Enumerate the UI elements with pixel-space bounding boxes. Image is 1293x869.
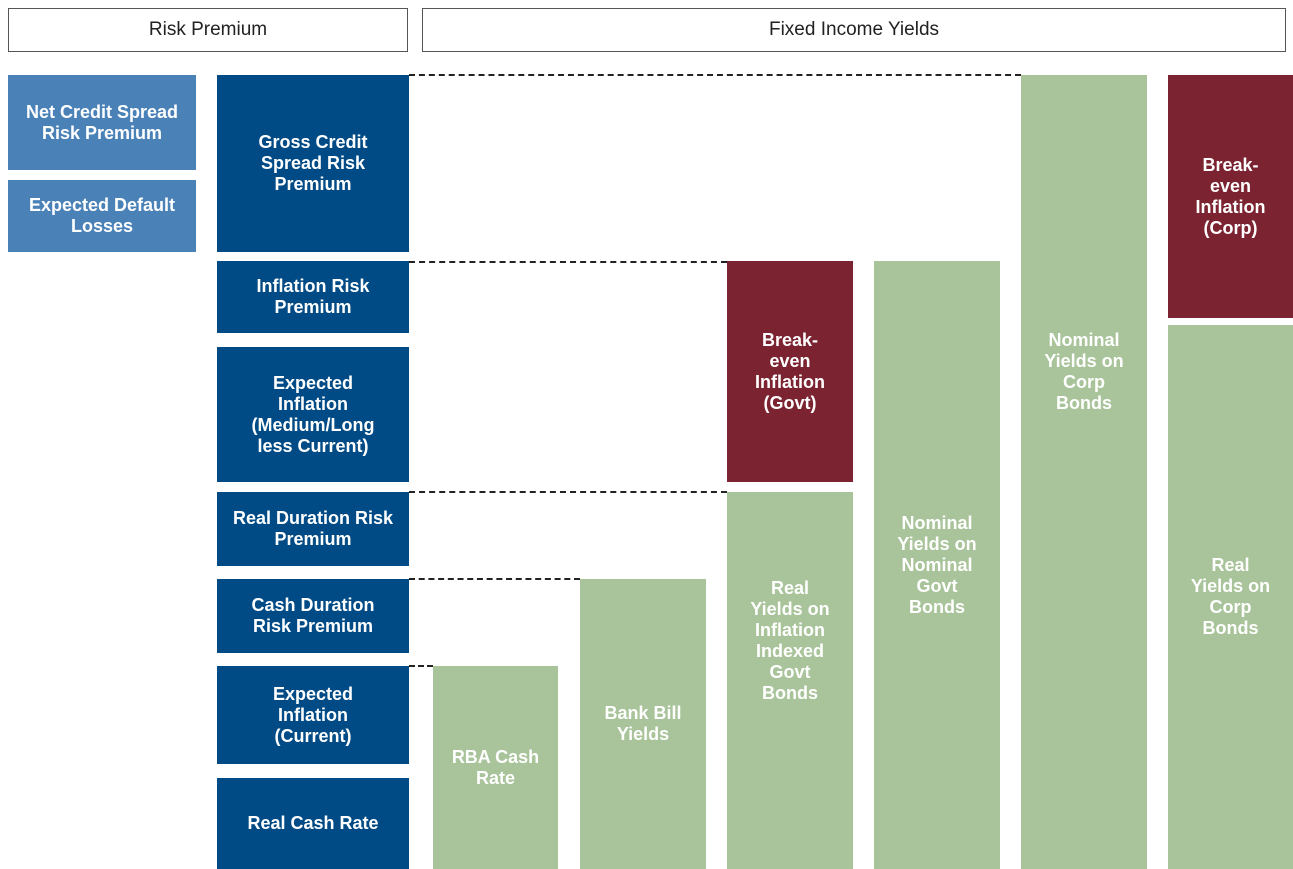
premium-box: Gross Credit Spread Risk Premium bbox=[217, 75, 409, 252]
yield-bar: Real Yields on Inflation Indexed Govt Bo… bbox=[727, 492, 853, 869]
yield-bar: Break-even Inflation (Govt) bbox=[727, 261, 853, 482]
yield-bar: Nominal Yields on Nominal Govt Bonds bbox=[874, 261, 1000, 869]
header: Fixed Income Yields bbox=[422, 8, 1286, 52]
credit-box: Expected Default Losses bbox=[8, 180, 196, 252]
premium-box: Real Duration Risk Premium bbox=[217, 492, 409, 566]
dashed-guide bbox=[409, 578, 580, 580]
premium-box: Cash Duration Risk Premium bbox=[217, 579, 409, 653]
dashed-guide bbox=[409, 491, 727, 493]
premium-box: Expected Inflation (Current) bbox=[217, 666, 409, 764]
premium-box: Inflation Risk Premium bbox=[217, 261, 409, 333]
dashed-guide bbox=[409, 261, 727, 263]
dashed-guide bbox=[409, 74, 1021, 76]
yield-bar: RBA Cash Rate bbox=[433, 666, 558, 869]
dashed-guide bbox=[409, 665, 433, 667]
header: Risk Premium bbox=[8, 8, 408, 52]
yield-bar: Nominal Yields on Corp Bonds bbox=[1021, 75, 1147, 869]
yield-bar: Break-even Inflation (Corp) bbox=[1168, 75, 1293, 318]
yield-bar: Real Yields on Corp Bonds bbox=[1168, 325, 1293, 869]
premium-box: Expected Inflation (Medium/Long less Cur… bbox=[217, 347, 409, 482]
credit-box: Net Credit Spread Risk Premium bbox=[8, 75, 196, 170]
yield-bar: Bank Bill Yields bbox=[580, 579, 706, 869]
premium-box: Real Cash Rate bbox=[217, 778, 409, 869]
